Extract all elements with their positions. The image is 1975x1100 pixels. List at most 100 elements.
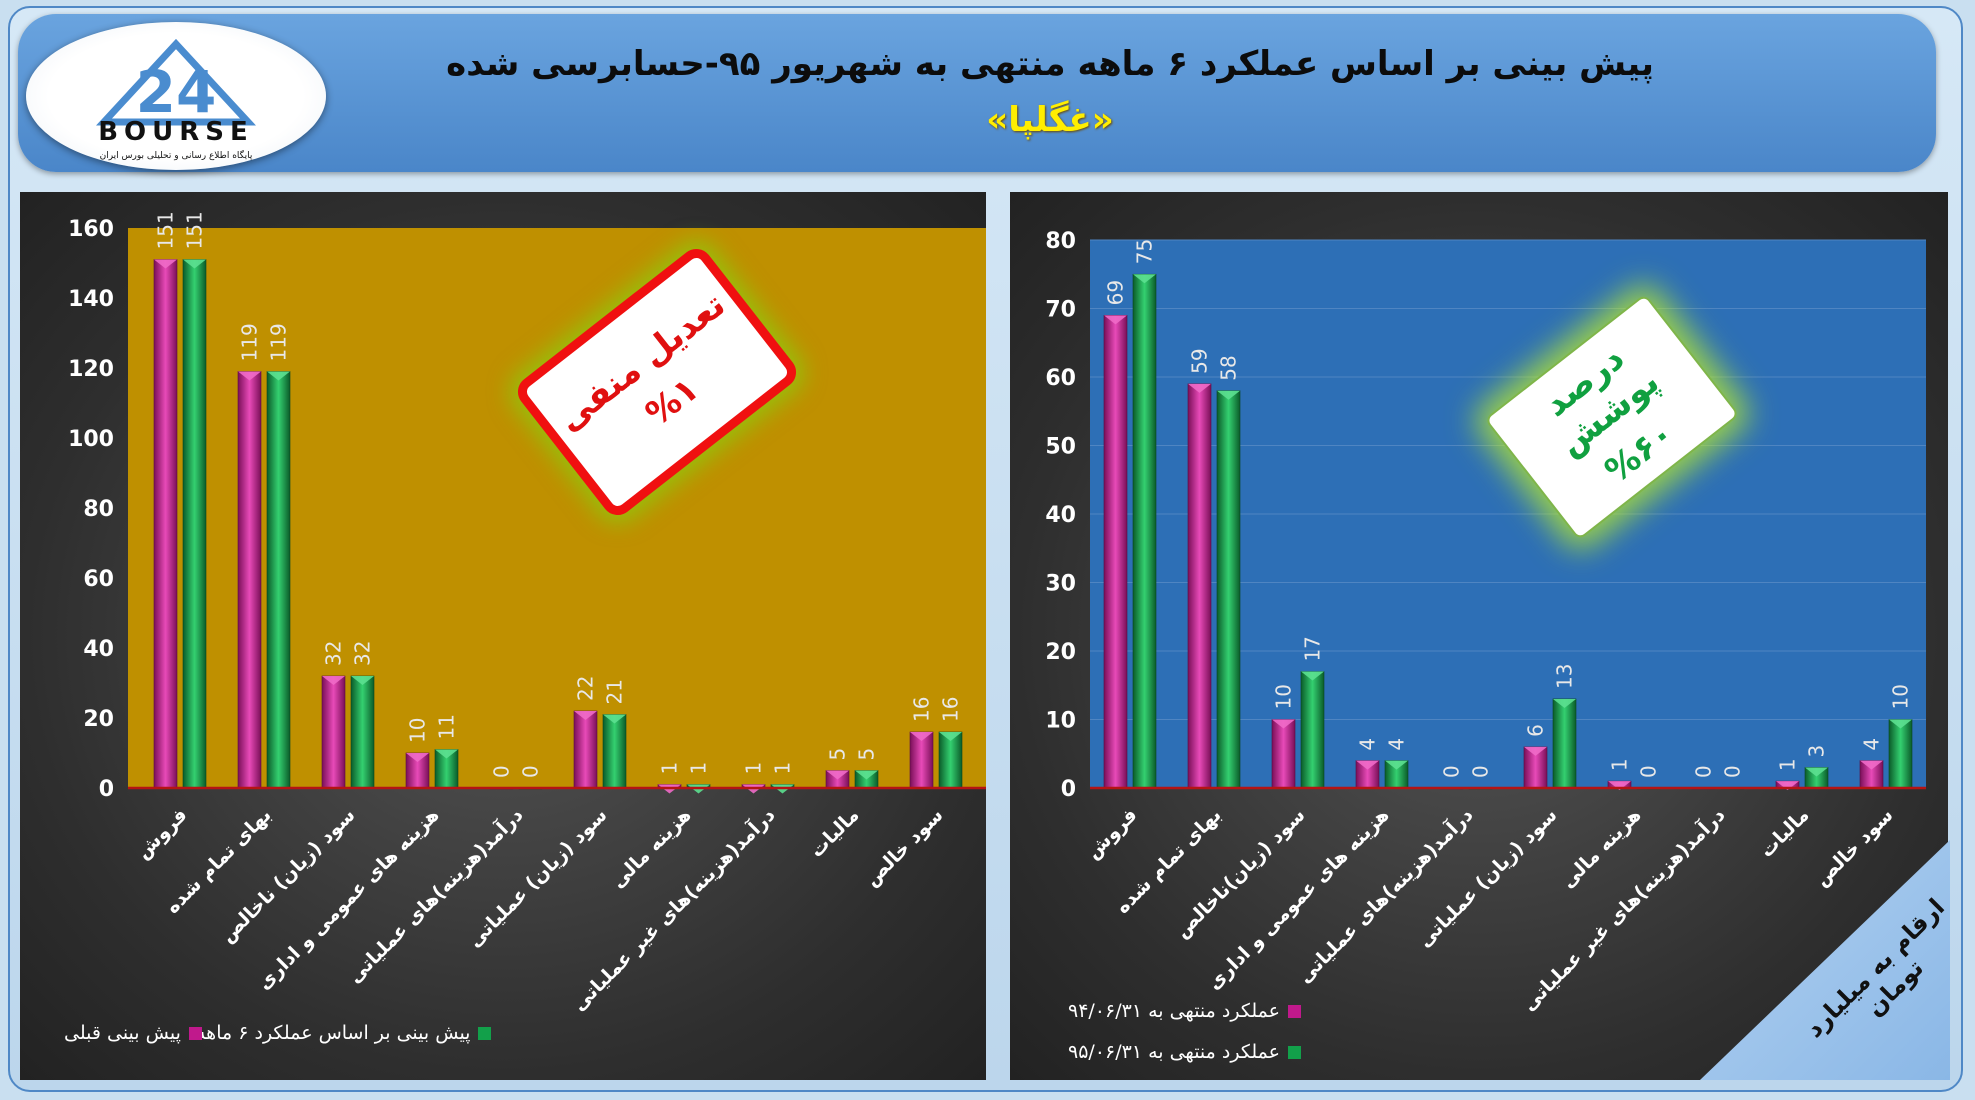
data-label: 1 — [1776, 758, 1800, 771]
bar — [1187, 383, 1212, 789]
data-label: 3 — [1805, 745, 1829, 758]
data-label: 4 — [1385, 738, 1409, 751]
logo-brand: BOURSE — [98, 117, 254, 147]
bar-cap — [154, 259, 177, 269]
company-symbol: «غگلپا» — [986, 100, 1114, 140]
data-label: 1 — [687, 762, 711, 775]
y-tick-label: 60 — [1045, 366, 1076, 391]
data-label: 10 — [1272, 684, 1296, 709]
bar-cap — [267, 371, 290, 381]
category-label: فروش — [1082, 804, 1142, 864]
category-label: سود خالص — [861, 804, 948, 891]
data-label: 22 — [574, 676, 598, 701]
legend-swatch-icon — [188, 1026, 202, 1040]
bar-cap — [855, 770, 878, 780]
category-label: درآمد(هزینه)های عملیاتی — [1292, 802, 1477, 987]
bar — [1132, 273, 1157, 789]
bar — [602, 714, 627, 789]
category-label: هزینه های عمومی و اداری — [253, 804, 443, 994]
bar-cap — [1553, 698, 1576, 708]
legend-label: عملکرد منتهی به ۹۴/۰۶/۳۱ — [1068, 1000, 1280, 1022]
bar — [1300, 671, 1325, 789]
bar-cap — [1272, 719, 1295, 729]
data-label: 32 — [322, 641, 346, 666]
logo-tagline: پایگاه اطلاع رسانی و تحلیلی بورس ایران — [100, 149, 253, 161]
logo-number: 24 — [136, 58, 217, 126]
legend-swatch-icon — [1287, 1045, 1301, 1059]
bar — [237, 371, 262, 789]
category-label: هزینه های عمومی و اداری — [1203, 804, 1393, 994]
bar-cap — [1217, 390, 1240, 400]
bar-cap — [1356, 760, 1379, 770]
data-label: 32 — [351, 641, 375, 666]
bar-cap — [183, 259, 206, 269]
legend-left-item-1: پیش بینی بر اساس عملکرد ۶ ماهه — [196, 1022, 492, 1044]
bar-cap — [1860, 760, 1883, 770]
bar-cap — [1301, 671, 1324, 681]
y-tick-label: 30 — [1045, 572, 1076, 597]
data-label: 59 — [1188, 348, 1212, 373]
bar — [182, 259, 207, 789]
units-note-corner: ارقام به میلیارد تومان — [1700, 840, 1950, 1080]
y-tick-label: 120 — [68, 357, 114, 382]
left-chart-panel: 0 20 40 60 80 100 120 140 160 151 151 فروش 119 119 بها… — [20, 192, 986, 1080]
y-tick-label: 20 — [83, 707, 114, 732]
bar-cap — [826, 770, 849, 780]
bar — [1216, 390, 1241, 789]
data-label: 10 — [1889, 684, 1913, 709]
data-label: 21 — [603, 679, 627, 704]
data-label: 0 — [1469, 765, 1493, 778]
y-tick-label: 100 — [68, 427, 114, 452]
data-label: 16 — [939, 697, 963, 722]
data-label: 119 — [267, 323, 291, 361]
bar-cap — [910, 732, 933, 741]
category-label: هزینه مالی — [1557, 804, 1646, 893]
y-tick-label: 40 — [83, 637, 114, 662]
legend-swatch-icon — [1287, 1004, 1301, 1018]
bar — [153, 259, 178, 789]
bar-cap — [1133, 274, 1156, 284]
data-label: 0 — [1692, 765, 1716, 778]
bar — [350, 675, 375, 789]
data-label: 119 — [238, 323, 262, 361]
bar — [573, 710, 598, 789]
bar — [1271, 719, 1296, 789]
logo: 24 BOURSE پایگاه اطلاع رسانی و تحلیلی بو… — [26, 22, 326, 170]
right-chart-panel: 0 10 20 30 40 50 60 70 80 69 75 فروش 59 58 بهای تمام ش… — [1010, 192, 1948, 1080]
y-tick-label: 0 — [99, 777, 114, 802]
y-tick-label: 140 — [68, 287, 114, 312]
legend-right-item-0: عملکرد منتهی به ۹۴/۰۶/۳۱ — [1068, 1000, 1301, 1022]
bar-cap — [1608, 781, 1631, 791]
data-label: 4 — [1860, 738, 1884, 751]
bar — [1552, 698, 1577, 789]
data-label: 69 — [1104, 280, 1128, 305]
data-label: 151 — [154, 211, 178, 249]
data-label: 6 — [1524, 724, 1548, 737]
bar-cap — [574, 711, 597, 720]
data-label: 10 — [406, 718, 430, 743]
y-tick-label: 20 — [1045, 640, 1076, 665]
y-tick-label: 80 — [1045, 229, 1076, 254]
bar-cap — [1524, 746, 1547, 756]
data-label: 13 — [1553, 663, 1577, 688]
legend-left-item-0: پیش بینی قبلی — [64, 1022, 202, 1044]
category-label: سود (زیان) عملیاتی — [464, 804, 612, 952]
logo-triangle-icon — [96, 38, 256, 126]
bar-cap — [406, 753, 429, 762]
data-label: 58 — [1217, 355, 1241, 380]
bar — [266, 371, 291, 789]
data-label: 1 — [742, 762, 766, 775]
y-tick-label: 70 — [1045, 298, 1076, 323]
bar-cap — [1188, 383, 1211, 393]
bar — [321, 675, 346, 789]
data-label: 5 — [826, 748, 850, 761]
data-label: 1 — [658, 762, 682, 775]
bar-cap — [1889, 719, 1912, 729]
page-title: پیش بینی بر اساس عملکرد ۶ ماهه منتهی به … — [446, 44, 1654, 84]
legend-label: عملکرد منتهی به ۹۵/۰۶/۳۱ — [1068, 1041, 1280, 1063]
y-tick-label: 160 — [68, 217, 114, 242]
data-label: 75 — [1133, 239, 1157, 264]
data-label: 16 — [910, 697, 934, 722]
